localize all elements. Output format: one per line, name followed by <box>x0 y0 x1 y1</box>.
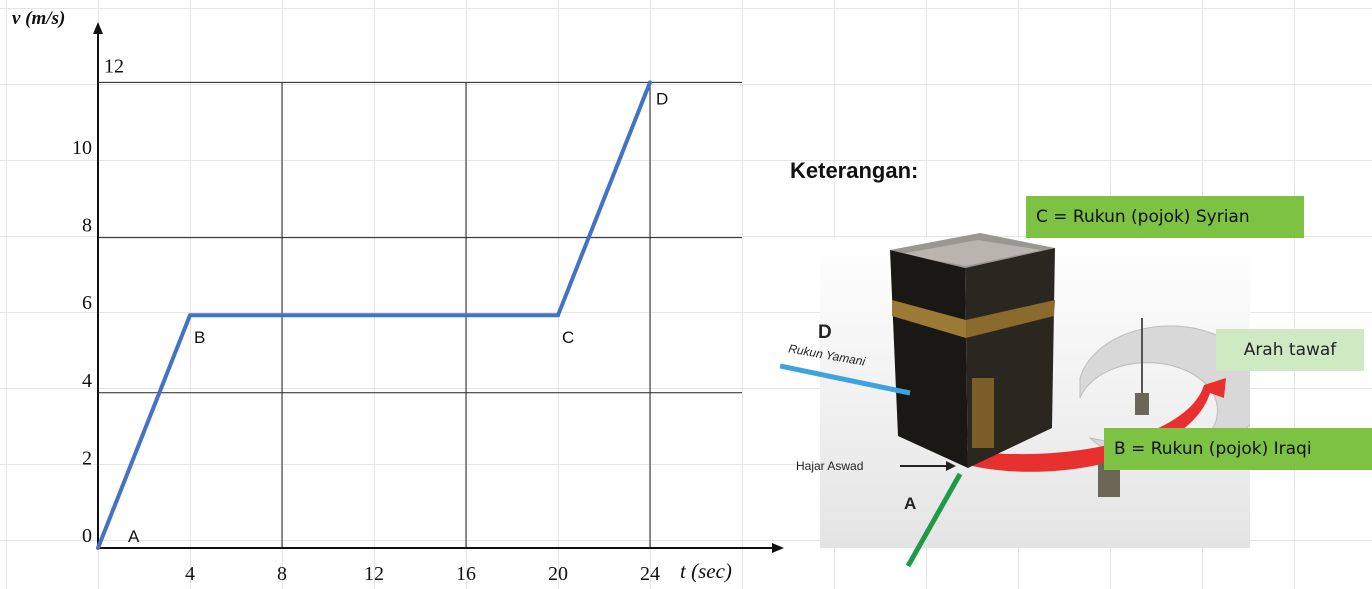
label-a: A <box>904 494 917 513</box>
point-label-c: C <box>562 328 574 347</box>
y-tick-label: 2 <box>82 447 92 469</box>
tawaf-direction-arrow <box>960 378 1226 472</box>
y-tick-label: 12 <box>104 55 124 77</box>
x-tick-label: 16 <box>456 563 476 585</box>
rukun-syrian-label: C = Rukun (pojok) Syrian <box>1026 196 1304 238</box>
y-tick-label: 8 <box>82 215 92 237</box>
x-tick-label: 12 <box>364 563 384 585</box>
x-tick-label: 20 <box>548 563 568 585</box>
y-tick-label: 6 <box>82 292 92 314</box>
hajar-aswad-label: Hajar Aswad <box>796 459 864 473</box>
kiswah-band-right <box>966 300 1055 338</box>
kaaba-roof-inner <box>900 240 1042 266</box>
hajar-aswad-line <box>905 472 963 568</box>
point-label-a: A <box>128 527 140 546</box>
x-axis-label: t (sec) <box>680 559 732 583</box>
y-axis-arrowhead <box>93 22 103 34</box>
kaaba-illustration <box>780 233 1250 568</box>
chart-point-labels: A B C D <box>128 89 668 546</box>
rukun-iraqi-label: B = Rukun (pojok) Iraqi <box>1104 428 1372 470</box>
lamp-post <box>1135 393 1149 415</box>
data-point <box>648 80 652 85</box>
y-tick-label: 10 <box>72 137 92 159</box>
data-point <box>556 313 560 318</box>
label-d: D <box>818 322 832 343</box>
chart-series <box>96 80 652 550</box>
kaaba-left-face <box>890 250 968 468</box>
legend-title: Keterangan: <box>790 158 919 183</box>
point-label-b: B <box>194 328 205 347</box>
y-tick-label: 0 <box>82 525 92 547</box>
x-axis-arrowhead <box>772 543 784 553</box>
point-label-d: D <box>656 89 668 108</box>
hajar-aswad-arrowhead <box>946 461 956 471</box>
chart-axes <box>93 22 784 553</box>
kiswah-band-left <box>892 300 966 338</box>
x-tick-label: 4 <box>185 563 195 585</box>
x-tick-label: 24 <box>640 563 660 585</box>
x-tick-label: 8 <box>277 563 287 585</box>
arah-tawaf-label: Arah tawaf <box>1216 329 1364 371</box>
data-point <box>96 546 100 550</box>
y-tick-label: 4 <box>82 370 92 392</box>
kaaba-door <box>972 378 994 448</box>
series-line <box>96 81 652 549</box>
rukun-yamani-line <box>780 363 911 396</box>
y-axis-label: v (m/s) <box>12 8 65 29</box>
data-point <box>188 313 192 318</box>
maqam-ibrahim <box>1098 463 1120 497</box>
